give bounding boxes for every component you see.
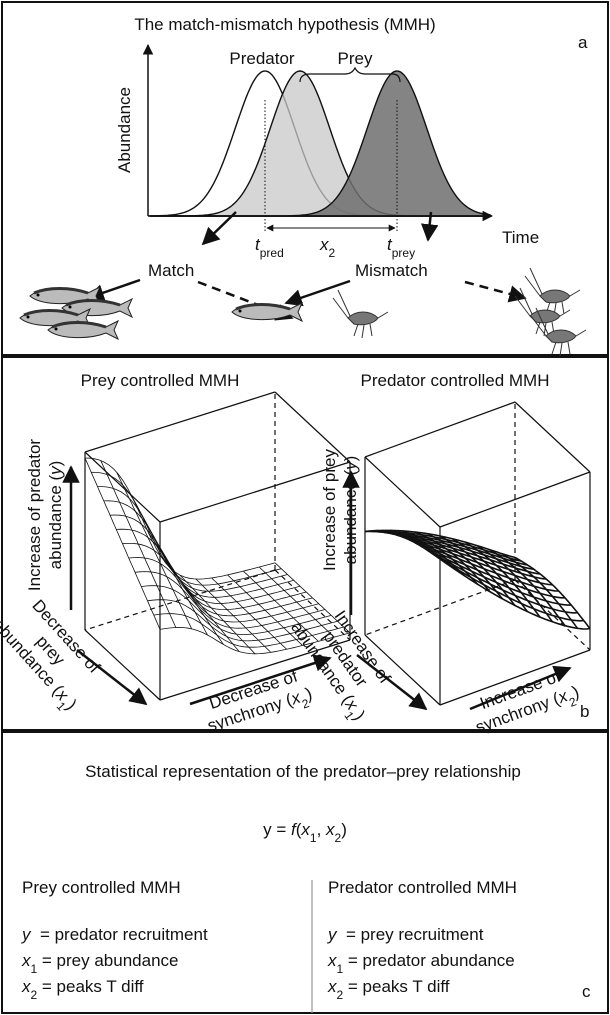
cube-edge <box>85 452 160 522</box>
bracket <box>300 68 400 82</box>
axis-label: Abundance <box>115 87 134 173</box>
prey-label: Prey <box>338 49 373 68</box>
cube-edge <box>515 402 590 472</box>
panel-letter: b <box>580 702 589 721</box>
definition: x1 = predator abundance <box>327 951 515 976</box>
t-prey: tprey <box>387 235 415 260</box>
mesh-line <box>85 458 275 579</box>
mismatch-label: Mismatch <box>355 261 428 280</box>
surface-title: Prey controlled MMH <box>81 371 240 390</box>
cube-edge <box>365 402 515 457</box>
axis-label: Increase ofpredatorabundance (x1) <box>282 594 403 727</box>
arrow <box>203 212 236 244</box>
panel-title: Statistical representation of the predat… <box>85 762 521 781</box>
mesh-line <box>98 487 288 592</box>
column-title: Prey controlled MMH <box>22 878 181 897</box>
mesh-line <box>110 515 300 604</box>
column-title: Predator controlled MMH <box>328 878 517 897</box>
t-pred: tpred <box>255 235 284 260</box>
axis-label: Time <box>502 228 539 247</box>
mesh-line <box>123 543 313 615</box>
definition: x2 = peaks T diff <box>21 977 144 1002</box>
surface-title: Predator controlled MMH <box>361 371 550 390</box>
definition: x2 = peaks T diff <box>327 977 450 1002</box>
panel-letter: a <box>578 33 588 52</box>
arrow <box>465 282 525 298</box>
mesh-line <box>396 535 546 579</box>
panel-letter: c <box>582 982 591 1001</box>
fish-icon <box>48 321 118 339</box>
definition: y = predator recruitment <box>21 925 208 944</box>
definition: x1 = prey abundance <box>21 951 179 976</box>
equation: y = f(x1, x2) <box>263 820 347 845</box>
definition: y = prey recruitment <box>327 925 484 944</box>
predator-label: Predator <box>229 49 295 68</box>
panel-title: The match-mismatch hypothesis (MMH) <box>134 15 435 34</box>
fish-icon <box>232 303 302 321</box>
x2-label: x2 <box>319 235 336 260</box>
cube-edge <box>365 457 440 527</box>
figure: The match-mismatch hypothesis (MMH) a Ab… <box>0 0 610 1015</box>
panel-frame <box>2 357 608 730</box>
match-label: Match <box>148 261 194 280</box>
mesh-line <box>104 501 294 598</box>
axis-label: Decrease ofpreyabundance (x1) <box>0 587 112 718</box>
mesh-line <box>91 472 281 585</box>
arrow <box>286 281 350 303</box>
krill-icon <box>525 268 580 316</box>
krill-icon <box>333 290 388 338</box>
cube-edge <box>85 392 275 452</box>
curves <box>150 71 490 216</box>
